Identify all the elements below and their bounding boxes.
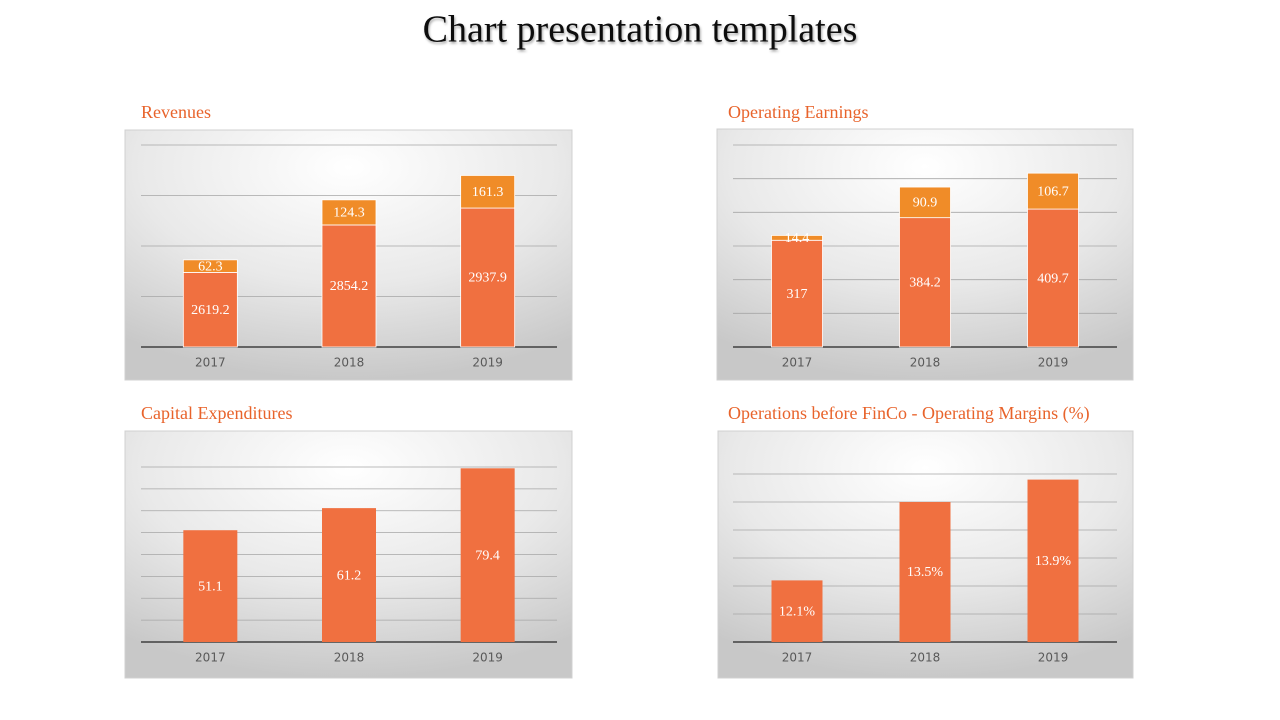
bar xyxy=(322,508,376,642)
bar-segment xyxy=(899,186,951,219)
bar xyxy=(1027,479,1079,642)
value-label: 409.7 xyxy=(1037,271,1069,286)
x-tick-label: 2017 xyxy=(782,356,813,370)
value-label: 124.3 xyxy=(333,206,365,221)
bar-segment xyxy=(460,207,516,348)
x-tick-label: 2018 xyxy=(334,356,365,370)
x-tick-label: 2019 xyxy=(1038,651,1069,665)
value-label: 12.1% xyxy=(779,604,816,619)
chart-title: Capital Expenditures xyxy=(141,403,292,423)
bar-segment xyxy=(771,235,823,241)
x-tick-label: 2019 xyxy=(472,356,503,370)
bar-segment xyxy=(321,224,377,348)
value-label: 51.1 xyxy=(198,579,223,594)
bar-segment xyxy=(1027,172,1079,210)
value-label: 13.9% xyxy=(1035,554,1072,569)
value-label: 106.7 xyxy=(1037,184,1069,199)
value-label: 2619.2 xyxy=(191,303,230,318)
value-label: 13.5% xyxy=(907,565,944,580)
x-tick-label: 2018 xyxy=(910,651,941,665)
chart-title: Operating Earnings xyxy=(728,102,868,122)
x-tick-label: 2017 xyxy=(782,651,813,665)
slide-title: Chart presentation templates xyxy=(423,9,858,51)
bar-segment xyxy=(321,199,377,226)
bar-segment xyxy=(182,272,238,348)
chart-title: Revenues xyxy=(141,102,211,122)
bar xyxy=(183,530,238,642)
x-tick-label: 2019 xyxy=(1038,356,1069,370)
value-label: 2937.9 xyxy=(468,271,507,286)
bar-segment xyxy=(899,217,951,348)
bar xyxy=(899,502,951,642)
bar-segment xyxy=(771,239,823,348)
bar-segment xyxy=(182,259,238,273)
x-tick-label: 2019 xyxy=(472,651,503,665)
x-tick-label: 2018 xyxy=(910,356,941,370)
chart-title: Operations before FinCo - Operating Marg… xyxy=(728,403,1090,424)
value-label: 79.4 xyxy=(475,548,500,563)
value-label: 61.2 xyxy=(337,568,362,583)
value-label: 2854.2 xyxy=(330,279,369,294)
bar-segment xyxy=(1027,208,1079,348)
value-label: 90.9 xyxy=(913,196,938,211)
value-label: 384.2 xyxy=(909,276,941,291)
x-tick-label: 2017 xyxy=(195,356,226,370)
x-tick-label: 2018 xyxy=(334,651,365,665)
bar xyxy=(460,468,515,642)
bar-segment xyxy=(460,175,516,209)
value-label: 317 xyxy=(787,287,808,302)
value-label: 14.4 xyxy=(785,231,810,246)
value-label: 62.3 xyxy=(198,259,223,274)
x-tick-label: 2017 xyxy=(195,651,226,665)
bar xyxy=(771,580,823,642)
value-label: 161.3 xyxy=(472,185,504,200)
